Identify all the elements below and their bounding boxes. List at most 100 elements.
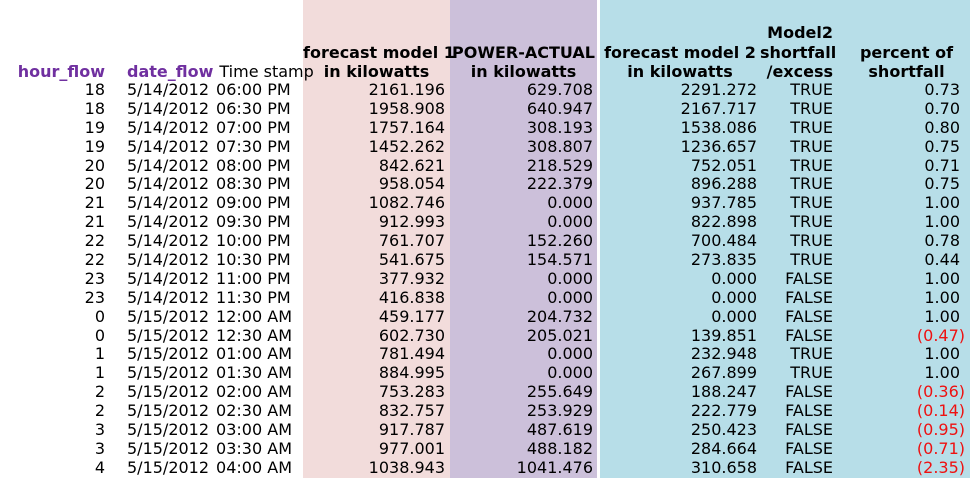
cell-forecast-model-2[interactable]: 937.785 xyxy=(690,193,757,213)
cell-date-time[interactable]: 5/14/2012 08:00 PM xyxy=(112,156,303,176)
cell-power-actual[interactable]: 222.379 xyxy=(526,174,593,194)
cell-hour-flow[interactable]: 3 xyxy=(94,420,105,440)
cell-forecast-model-2[interactable]: 188.247 xyxy=(690,382,757,402)
cell-forecast-model-1[interactable]: 761.707 xyxy=(378,231,445,251)
cell-date-time[interactable]: 5/15/2012 01:30 AM xyxy=(112,363,303,383)
cell-forecast-model-1[interactable]: 884.995 xyxy=(378,363,445,383)
cell-hour-flow[interactable]: 22 xyxy=(84,250,105,270)
cell-date-time[interactable]: 5/15/2012 04:00 AM xyxy=(112,458,303,478)
cell-date-time[interactable]: 5/14/2012 06:30 PM xyxy=(112,99,303,119)
cell-shortfall-flag[interactable]: FALSE xyxy=(785,382,833,402)
col-header-power-actual[interactable]: POWER-ACTUAL in kilowatts xyxy=(450,43,597,81)
cell-hour-flow[interactable]: 0 xyxy=(94,325,105,345)
cell-hour-flow[interactable]: 1 xyxy=(94,344,105,364)
cell-forecast-model-1[interactable]: 459.177 xyxy=(378,306,445,326)
cell-forecast-model-1[interactable]: 602.730 xyxy=(378,325,445,345)
cell-power-actual[interactable]: 0.000 xyxy=(547,268,593,288)
cell-date-time[interactable]: 5/15/2012 03:30 AM xyxy=(112,439,303,459)
cell-percent-of-shortfall[interactable]: 1.00 xyxy=(924,363,960,383)
cell-percent-of-shortfall[interactable]: (2.35) xyxy=(916,457,965,477)
cell-percent-of-shortfall[interactable]: (0.95) xyxy=(916,420,965,440)
cell-shortfall-flag[interactable]: FALSE xyxy=(785,438,833,458)
cell-hour-flow[interactable]: 2 xyxy=(94,401,105,421)
cell-date-time[interactable]: 5/14/2012 09:30 PM xyxy=(112,212,303,232)
cell-forecast-model-1[interactable]: 1958.908 xyxy=(368,98,445,118)
cell-forecast-model-2[interactable]: 273.835 xyxy=(690,250,757,270)
cell-shortfall-flag[interactable]: FALSE xyxy=(785,306,833,326)
cell-shortfall-flag[interactable]: TRUE xyxy=(790,193,833,213)
cell-forecast-model-2[interactable]: 0.000 xyxy=(711,306,757,326)
cell-power-actual[interactable]: 0.000 xyxy=(547,212,593,232)
col-header-forecast-model-1[interactable]: forecast model 1 in kilowatts xyxy=(303,43,455,81)
cell-date-time[interactable]: 5/14/2012 09:00 PM xyxy=(112,193,303,213)
cell-shortfall-flag[interactable]: TRUE xyxy=(790,344,833,364)
cell-date-time[interactable]: 5/15/2012 01:00 AM xyxy=(112,345,303,364)
cell-shortfall-flag[interactable]: FALSE xyxy=(785,287,833,307)
cell-percent-of-shortfall[interactable]: 0.44 xyxy=(924,250,960,270)
cell-date-time[interactable]: 5/14/2012 06:00 PM xyxy=(112,80,303,100)
cell-shortfall-flag[interactable]: FALSE xyxy=(785,457,833,477)
cell-percent-of-shortfall[interactable]: 1.00 xyxy=(924,212,960,232)
cell-hour-flow[interactable]: 3 xyxy=(94,438,105,458)
cell-power-actual[interactable]: 152.260 xyxy=(526,231,593,251)
cell-hour-flow[interactable]: 22 xyxy=(84,231,105,251)
cell-forecast-model-1[interactable]: 842.621 xyxy=(378,155,445,175)
cell-hour-flow[interactable]: 23 xyxy=(84,268,105,288)
cell-percent-of-shortfall[interactable]: 1.00 xyxy=(924,193,960,213)
col-header-hour-flow[interactable]: hour_flow xyxy=(17,61,105,81)
cell-percent-of-shortfall[interactable]: 0.80 xyxy=(924,117,960,137)
cell-power-actual[interactable]: 640.947 xyxy=(526,98,593,118)
cell-forecast-model-2[interactable]: 267.899 xyxy=(690,363,757,383)
cell-date-time[interactable]: 5/14/2012 11:30 PM xyxy=(112,288,303,308)
cell-hour-flow[interactable]: 18 xyxy=(84,98,105,118)
col-header-model2-shortfall-excess[interactable]: Model2 shortfall /excess xyxy=(760,23,843,81)
cell-power-actual[interactable]: 487.619 xyxy=(526,420,593,440)
cell-shortfall-flag[interactable]: TRUE xyxy=(790,155,833,175)
cell-forecast-model-2[interactable]: 232.948 xyxy=(690,344,757,364)
cell-forecast-model-1[interactable]: 832.757 xyxy=(378,401,445,421)
cell-forecast-model-1[interactable]: 1452.262 xyxy=(368,136,445,156)
cell-percent-of-shortfall[interactable]: 0.75 xyxy=(924,174,960,194)
cell-percent-of-shortfall[interactable]: 0.70 xyxy=(924,98,960,118)
cell-percent-of-shortfall[interactable]: 0.73 xyxy=(924,80,960,99)
cell-hour-flow[interactable]: 20 xyxy=(84,174,105,194)
cell-forecast-model-2[interactable]: 310.658 xyxy=(690,457,757,477)
cell-forecast-model-2[interactable]: 250.423 xyxy=(690,420,757,440)
cell-forecast-model-2[interactable]: 2291.272 xyxy=(680,80,757,99)
cell-power-actual[interactable]: 0.000 xyxy=(547,363,593,383)
cell-power-actual[interactable]: 253.929 xyxy=(526,401,593,421)
cell-forecast-model-1[interactable]: 2161.196 xyxy=(368,80,445,99)
cell-date-time[interactable]: 5/14/2012 07:00 PM xyxy=(112,118,303,138)
cell-forecast-model-2[interactable]: 822.898 xyxy=(690,212,757,232)
cell-shortfall-flag[interactable]: TRUE xyxy=(790,80,833,99)
cell-shortfall-flag[interactable]: TRUE xyxy=(790,363,833,383)
cell-hour-flow[interactable]: 21 xyxy=(84,193,105,213)
cell-date-time[interactable]: 5/15/2012 02:30 AM xyxy=(112,401,303,421)
cell-hour-flow[interactable]: 20 xyxy=(84,155,105,175)
cell-forecast-model-1[interactable]: 1082.746 xyxy=(368,193,445,213)
cell-date-time[interactable]: 5/15/2012 12:30 AM xyxy=(112,326,303,346)
cell-percent-of-shortfall[interactable]: (0.36) xyxy=(916,382,965,402)
cell-power-actual[interactable]: 204.732 xyxy=(526,306,593,326)
date-flow-label[interactable]: date_flow xyxy=(127,61,214,81)
cell-forecast-model-2[interactable]: 700.484 xyxy=(690,231,757,251)
cell-date-time[interactable]: 5/14/2012 10:30 PM xyxy=(112,250,303,270)
cell-power-actual[interactable]: 308.193 xyxy=(526,117,593,137)
cell-shortfall-flag[interactable]: FALSE xyxy=(785,325,833,345)
cell-forecast-model-2[interactable]: 222.779 xyxy=(690,401,757,421)
cell-percent-of-shortfall[interactable]: 1.00 xyxy=(924,287,960,307)
cell-hour-flow[interactable]: 19 xyxy=(84,136,105,156)
cell-forecast-model-2[interactable]: 0.000 xyxy=(711,287,757,307)
cell-forecast-model-1[interactable]: 977.001 xyxy=(378,438,445,458)
cell-forecast-model-1[interactable]: 541.675 xyxy=(378,250,445,270)
cell-shortfall-flag[interactable]: TRUE xyxy=(790,174,833,194)
cell-forecast-model-2[interactable]: 1236.657 xyxy=(680,136,757,156)
cell-power-actual[interactable]: 308.807 xyxy=(526,136,593,156)
cell-forecast-model-2[interactable]: 284.664 xyxy=(690,438,757,458)
cell-forecast-model-1[interactable]: 781.494 xyxy=(378,344,445,364)
cell-forecast-model-1[interactable]: 1757.164 xyxy=(368,117,445,137)
cell-forecast-model-1[interactable]: 917.787 xyxy=(378,420,445,440)
cell-percent-of-shortfall[interactable]: 0.71 xyxy=(924,155,960,175)
cell-shortfall-flag[interactable]: TRUE xyxy=(790,98,833,118)
cell-power-actual[interactable]: 629.708 xyxy=(526,80,593,99)
